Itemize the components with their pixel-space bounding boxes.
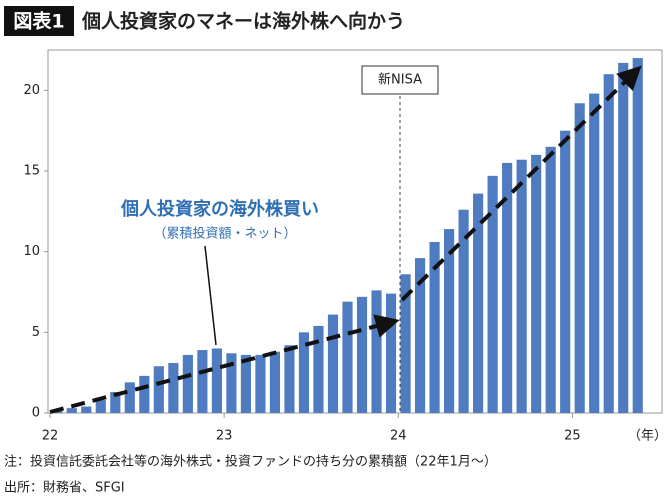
y-tick-label: 10: [23, 244, 40, 259]
bar: [124, 382, 135, 413]
bar: [95, 400, 106, 413]
x-tick-label: 22: [42, 429, 59, 444]
y-tick-label: 15: [23, 164, 40, 179]
bar: [255, 354, 266, 413]
bar: [197, 350, 208, 413]
nisa-box: [361, 65, 439, 95]
bar: [473, 193, 484, 413]
bar: [182, 354, 193, 413]
bar: [81, 406, 92, 413]
bar: [487, 175, 498, 413]
trend-arrow: [49, 314, 400, 414]
bar: [574, 103, 585, 414]
bar: [545, 146, 556, 414]
bar: [589, 93, 600, 413]
bar: [429, 241, 440, 413]
bar: [371, 290, 382, 413]
bar: [342, 301, 353, 413]
bar: [327, 314, 339, 413]
bar: [211, 348, 222, 413]
chart-tag: 図表1: [13, 10, 64, 33]
y-tick-label: 5: [32, 325, 40, 340]
bar: [139, 375, 150, 413]
bar: [531, 154, 542, 413]
bar: [560, 130, 571, 413]
bar: [153, 366, 164, 413]
bar: [313, 325, 324, 413]
bar: [516, 159, 527, 413]
source: 出所：財務省、SFGI: [4, 481, 125, 496]
plot-frame: [47, 49, 663, 414]
bar: [168, 362, 179, 413]
note: 注：投資信託委託会社等の海外株式・投資ファンドの持ち分の累積額（22年1月～）: [4, 454, 497, 470]
annotation-sub: （累積投資額・ネット）: [153, 226, 296, 242]
tag-box: [4, 6, 74, 36]
bar: [66, 408, 77, 413]
bar: [502, 162, 513, 413]
bar: [226, 353, 237, 413]
pointer: [204, 245, 217, 346]
bar: [110, 392, 121, 413]
bar: [632, 58, 643, 414]
bar: [618, 62, 629, 413]
trend-arrow: [400, 65, 642, 302]
bar: [414, 258, 426, 413]
x-axis-label: （年）: [628, 429, 667, 444]
nisa-label: 新NISA: [378, 72, 422, 88]
y-tick-label: 0: [32, 406, 40, 421]
bar: [458, 209, 469, 413]
x-tick-label: 23: [216, 429, 233, 444]
bar: [240, 354, 251, 413]
bar: [400, 274, 411, 413]
bar: [603, 74, 614, 413]
bar: [444, 229, 455, 413]
y-tick-label: 20: [23, 83, 40, 98]
x-tick-label: 25: [564, 429, 581, 444]
bar: [298, 332, 310, 413]
bar: [356, 296, 368, 413]
x-tick-label: 24: [390, 429, 407, 444]
bar: [269, 351, 281, 413]
bar: [385, 293, 397, 413]
bar: [284, 345, 295, 413]
chart-title: 個人投資家のマネーは海外株へ向かう: [81, 10, 405, 33]
annotation: 個人投資家の海外株買い: [120, 198, 319, 220]
